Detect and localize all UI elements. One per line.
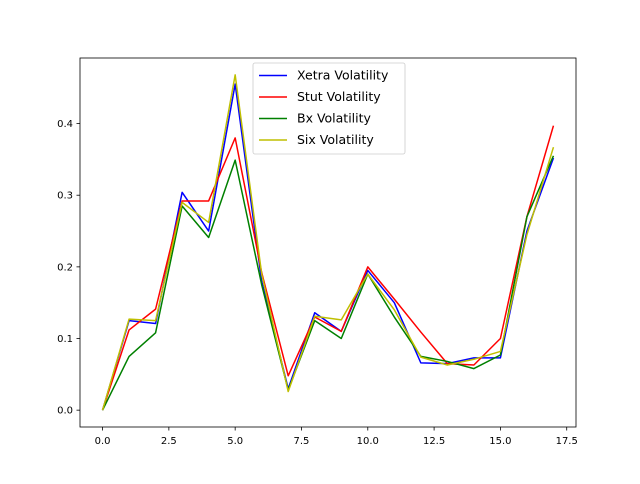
y-axis: 0.0 0.1 0.2 0.3 0.4 <box>57 119 80 417</box>
x-tick-label: 10.0 <box>357 436 379 447</box>
y-tick-label: 0.3 <box>57 191 73 202</box>
x-tick-label: 0.0 <box>95 436 111 447</box>
series-line-3 <box>101 74 555 411</box>
legend-label-2: Bx Volatility <box>297 111 372 126</box>
y-tick-label: 0.1 <box>57 334 73 345</box>
x-tick-label: 15.0 <box>489 436 511 447</box>
legend-label-0: Xetra Volatility <box>297 68 389 83</box>
x-tick-label: 17.5 <box>556 436 578 447</box>
y-tick-label: 0.2 <box>57 262 73 273</box>
series-line-2 <box>101 155 555 411</box>
series-layer <box>101 74 555 411</box>
x-tick-label: 5.0 <box>227 436 243 447</box>
x-tick-label: 2.5 <box>161 436 177 447</box>
legend: Xetra Volatility Stut Volatility Bx Volati… <box>252 62 406 155</box>
plot-frame <box>79 57 577 428</box>
x-tick-label: 12.5 <box>423 436 445 447</box>
legend-box <box>252 62 406 155</box>
x-tick-label: 7.5 <box>294 436 310 447</box>
legend-label-3: Six Volatility <box>297 132 374 147</box>
legend-label-1: Stut Volatility <box>297 89 381 104</box>
y-tick-label: 0.4 <box>57 119 73 130</box>
y-tick-label: 0.0 <box>57 406 73 417</box>
x-axis: 0.0 2.5 5.0 7.5 10.0 12.5 15.0 17.5 <box>95 427 578 447</box>
